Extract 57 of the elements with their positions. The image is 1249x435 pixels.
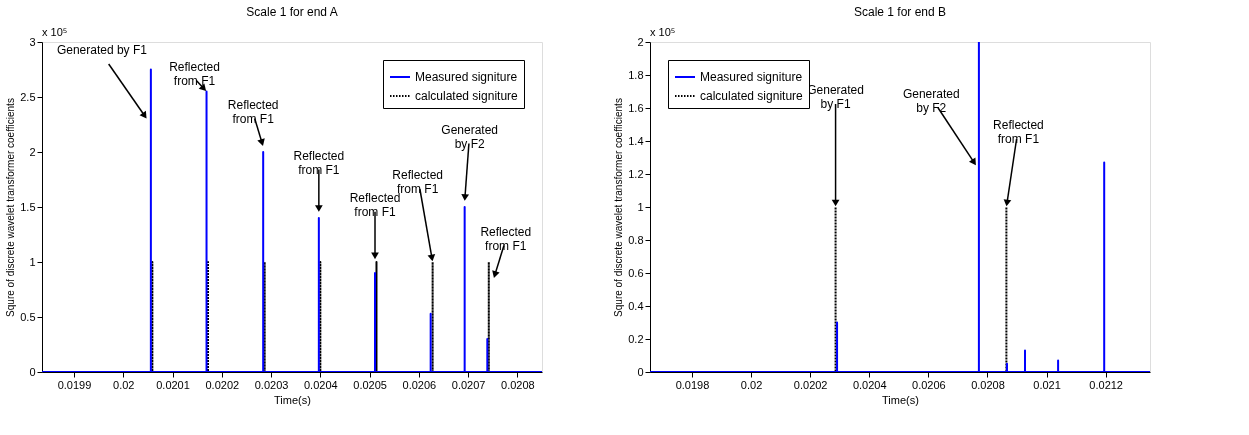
x-tick-label: 0.0212 [1089,378,1123,391]
x-tick-label: 0.02 [113,378,135,391]
y-tick-label: 0.2 [628,332,644,345]
x-tick-label: 0.0202 [205,378,240,391]
x-tick-label: 0.0205 [353,378,387,391]
annotation: Reflected from F1 [480,224,532,253]
y-tick-label: 1.2 [628,167,644,180]
x-tick-label: 0.0208 [971,378,1005,391]
annotation: Reflected from F1 [293,148,345,177]
annotation: Reflected from F1 [227,97,279,126]
y-tick-label: 0.6 [628,266,644,279]
annotation: Generated by F1 [807,83,864,111]
annotation: Reflected from F1 [993,118,1044,146]
y-tick-label: 1.5 [20,200,36,213]
y-tick-label: 3 [29,35,36,48]
chart-title: Scale 1 for end B [853,5,947,19]
legend-label: Measured signiture [700,70,803,84]
x-tick-label: 0.0204 [852,378,887,391]
annotation: Generated by F2 [441,122,499,151]
y-tick-label: 0 [29,365,36,378]
x-tick-label: 0.0198 [675,378,710,391]
x-tick-label: 0.0203 [254,378,289,391]
x-tick-label: 0.0199 [57,378,92,391]
text: x 10⁵ [42,26,68,38]
y-tick-label: 1.4 [628,134,644,147]
x-tick-label: 0.02 [740,378,763,391]
y-tick-label: 1.8 [628,68,644,81]
legend-label: calculated signiture [700,89,804,103]
y-tick-label: 0.4 [628,299,644,312]
y-tick-label: 1.6 [628,101,644,114]
x-tick-label: 0.0204 [304,378,338,391]
text: x 10⁵ [650,26,676,38]
y-tick-label: 0 [637,365,644,378]
annotation: Reflected from F1 [169,59,220,88]
y-axis-title: Squre of discrete wavelet transformer coefficients [5,98,17,317]
x-tick-label: 0.0208 [501,378,535,391]
x-tick-label: 0.0206 [912,378,946,391]
y-tick-label: 2 [637,35,644,48]
x-tick-label: 0.0206 [402,378,437,391]
annotation: Generated by F2 [902,86,960,115]
y-tick-label: 2 [29,145,36,158]
x-tick-label: 0.021 [1033,378,1061,391]
x-tick-label: 0.0202 [793,378,828,391]
x-axis-title: Time(s) [882,393,919,406]
legend-label: calculated signiture [415,89,519,103]
x-tick-label: 0.0207 [451,378,486,391]
y-axis-title: Squre of discrete wavelet transformer coefficients [613,98,625,317]
x-tick-label: 0.0201 [156,378,190,391]
legend-label: Measured signiture [415,70,518,84]
x-axis-title: Time(s) [274,393,311,406]
y-tick-label: 2.5 [20,90,36,103]
chart-title: Scale 1 for end A [246,5,338,19]
y-tick-label: 1 [29,255,36,268]
annotation: Generated by F1 [56,43,148,57]
y-tick-label: 1 [637,200,644,213]
y-tick-label: 0.8 [628,233,644,246]
y-tick-label: 0.5 [20,310,36,323]
